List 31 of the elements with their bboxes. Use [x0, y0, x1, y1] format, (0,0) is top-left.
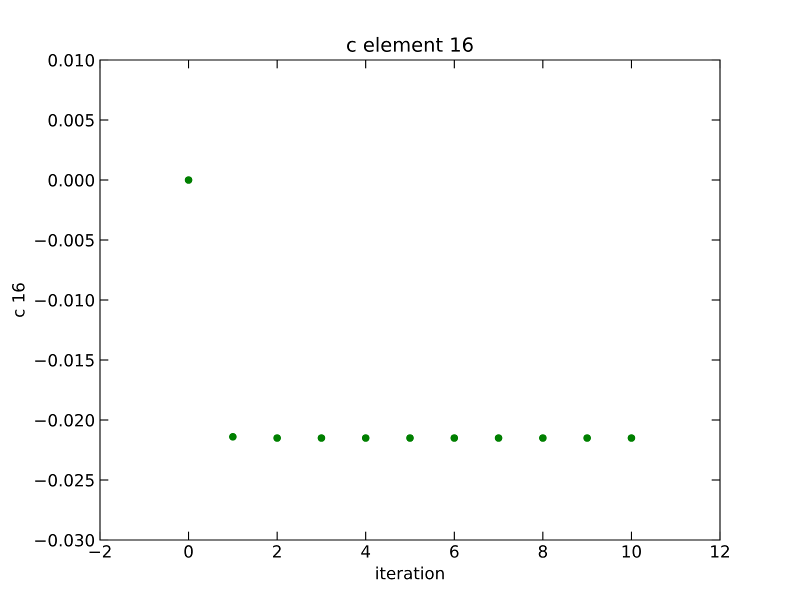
x-axis-title: iteration — [376, 566, 444, 580]
y-tick-label: −0.025 — [35, 474, 94, 487]
point — [539, 434, 547, 442]
point — [494, 434, 502, 442]
point — [450, 434, 458, 442]
point — [318, 434, 326, 442]
point — [184, 176, 192, 184]
x-tick-label: 10 — [622, 545, 641, 558]
x-tick-label: 4 — [361, 545, 370, 558]
x-tick-label: 8 — [538, 545, 548, 558]
point — [406, 434, 414, 442]
point — [229, 432, 237, 441]
point — [583, 434, 591, 442]
y-tick-label: −0.030 — [35, 534, 94, 547]
y-tick-label: −0.005 — [35, 234, 94, 247]
chart-title: c element 16 — [347, 36, 473, 52]
y-tick-label: 0.005 — [48, 114, 94, 127]
y-tick-label: −0.010 — [35, 294, 94, 307]
x-tick-label: 12 — [711, 545, 729, 558]
x-tick-label: 6 — [450, 545, 459, 558]
point — [362, 434, 370, 442]
y-tick-label: −0.015 — [35, 354, 94, 367]
y-axis-title: c 16 — [12, 283, 25, 317]
x-tick-label: 0 — [184, 545, 193, 558]
y-tick-label: 0.000 — [48, 174, 94, 187]
y-tick-label: 0.010 — [48, 54, 94, 67]
point — [273, 434, 281, 442]
y-tick-label: −0.020 — [35, 414, 94, 427]
point — [628, 434, 636, 442]
x-tick-label: 2 — [273, 545, 281, 558]
x-tick-label: −2 — [89, 545, 111, 558]
